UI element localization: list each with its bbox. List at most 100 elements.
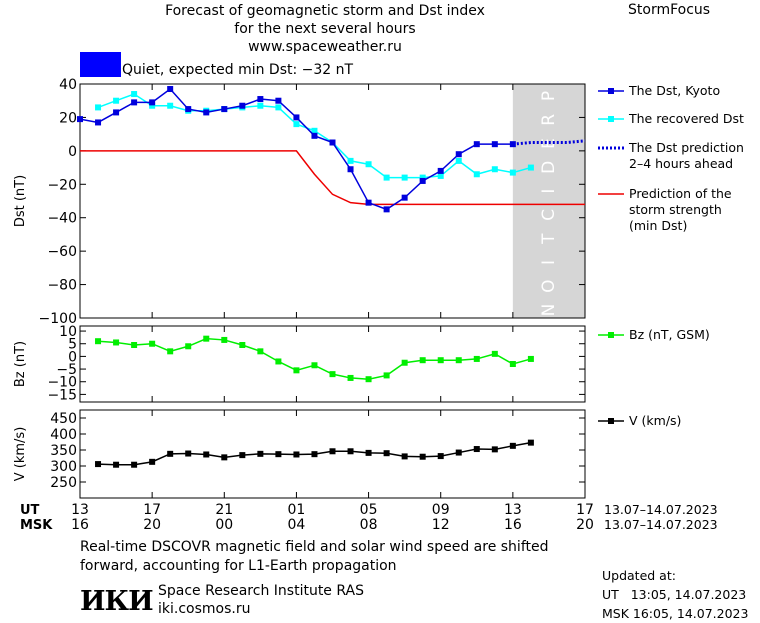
bz-point <box>491 350 498 357</box>
dst-kyoto-point <box>293 114 300 121</box>
y-tick-label: −15 <box>47 387 77 403</box>
velocity-point <box>185 450 192 457</box>
prediction-label-letter: I <box>539 189 559 194</box>
y-tick-label: −10 <box>47 375 77 391</box>
bz-point <box>149 340 156 347</box>
bz-line <box>97 337 532 380</box>
chart-title-line1: Forecast of geomagnetic storm and Dst in… <box>165 3 485 19</box>
bz-point <box>131 342 138 348</box>
velocity-point <box>329 448 336 455</box>
ut-tick-label: 13 <box>504 502 522 518</box>
legend-dst-prediction-label: 2–4 hours ahead <box>629 156 733 171</box>
ut-tick-label: 21 <box>215 502 233 518</box>
recovered-dst-point <box>527 164 534 171</box>
y-tick-label: 10 <box>59 324 77 340</box>
legend-dst-prediction-label: The Dst prediction <box>628 140 744 155</box>
msk-tick-label: 20 <box>576 517 594 533</box>
footer-note-line2: forward, accounting for L1-Earth propaga… <box>80 558 397 574</box>
y-tick-label: 5 <box>68 337 77 353</box>
chart-title-line2: for the next several hours <box>234 21 416 37</box>
msk-tick-label: 20 <box>143 517 161 533</box>
msk-tick-label: 04 <box>288 517 306 533</box>
velocity-point <box>437 453 444 460</box>
legend-recovered-dst-marker <box>608 116 614 122</box>
bz-point <box>113 339 120 346</box>
bz-point <box>167 348 174 355</box>
legend-bz-label: Bz (nT, GSM) <box>629 327 710 342</box>
bz-point <box>347 374 354 381</box>
y-tick-label: 350 <box>50 443 77 459</box>
velocity-point <box>203 451 210 458</box>
prediction-label-letter: D <box>539 161 559 174</box>
min-dst-prediction-line <box>80 150 585 206</box>
recovered-dst-point <box>437 172 444 179</box>
velocity-point <box>293 451 300 458</box>
recovered-dst-point <box>491 166 498 173</box>
bz-point <box>95 338 102 345</box>
y-tick-label: −60 <box>47 244 77 260</box>
bz-point <box>221 336 228 343</box>
velocity-point <box>473 446 480 453</box>
dst-kyoto-point <box>473 141 480 148</box>
y-tick-label: 400 <box>50 427 77 443</box>
recovered-dst-point <box>473 171 480 178</box>
y-tick-label: 450 <box>50 411 77 427</box>
velocity-point <box>311 451 318 458</box>
panel-frame <box>79 325 586 403</box>
y-axis-label: Bz (nT) <box>13 341 28 387</box>
velocity-point <box>509 442 516 449</box>
prediction-label-letter: I <box>539 260 559 265</box>
legend-dst-kyoto-marker <box>608 88 614 94</box>
velocity-point <box>131 461 138 468</box>
dst-kyoto-point <box>311 132 318 139</box>
dst-kyoto-point <box>131 99 138 106</box>
msk-tick-label: 16 <box>71 517 89 533</box>
recovered-dst-point <box>113 97 120 104</box>
dst-prediction-line <box>512 139 586 146</box>
iki-logo: ИКИ <box>80 586 154 617</box>
velocity-point <box>365 449 372 456</box>
velocity-point <box>491 446 498 453</box>
updated-msk: MSK 16:05, 14.07.2023 <box>602 606 749 621</box>
dst-kyoto-point <box>95 119 102 126</box>
y-tick-label: −40 <box>47 211 77 227</box>
update-info: Updated at: UT 13:05, 14.07.2023 MSK 16:… <box>602 566 748 623</box>
dst-kyoto-point <box>149 99 156 106</box>
panel-frame <box>79 409 586 499</box>
dst-kyoto-point <box>365 199 372 206</box>
y-tick-label: 0 <box>68 144 77 160</box>
velocity-point <box>149 458 156 465</box>
footer-note-line1: Real-time DSCOVR magnetic field and sola… <box>80 539 549 555</box>
bz-point <box>509 361 516 367</box>
institute-url[interactable]: iki.cosmos.ru <box>158 601 251 617</box>
updated-label: Updated at: <box>602 568 676 583</box>
bz-point <box>473 355 480 362</box>
dst-kyoto-point <box>383 206 390 213</box>
bz-point <box>437 357 444 364</box>
recovered-dst-point <box>311 127 318 134</box>
y-axis-label: Dst (nT) <box>13 175 28 227</box>
y-tick-label: −80 <box>47 278 77 294</box>
velocity-point <box>401 453 408 460</box>
dst-kyoto-point <box>275 97 282 104</box>
recovered-dst-point <box>149 102 156 109</box>
dst-kyoto-point <box>239 102 246 109</box>
y-tick-label: −5 <box>56 362 77 378</box>
bz-point <box>365 376 372 383</box>
velocity-point <box>419 453 426 460</box>
bz-point <box>329 371 336 378</box>
prediction-zone <box>512 84 585 318</box>
dst-kyoto-point <box>185 106 192 113</box>
prediction-label-letter: O <box>539 280 559 293</box>
recovered-dst-point <box>401 174 408 181</box>
prediction-label-letter: C <box>539 209 559 221</box>
y-tick-label: 300 <box>50 459 77 475</box>
dst-kyoto-point <box>113 109 120 116</box>
dst-kyoto-point <box>221 106 228 113</box>
msk-date-range: 13.07–14.07.2023 <box>604 517 718 532</box>
velocity-point <box>221 454 228 461</box>
ut-tick-label: 17 <box>143 502 161 518</box>
site-url[interactable]: www.spaceweather.ru <box>248 39 402 55</box>
velocity-point <box>347 448 354 455</box>
